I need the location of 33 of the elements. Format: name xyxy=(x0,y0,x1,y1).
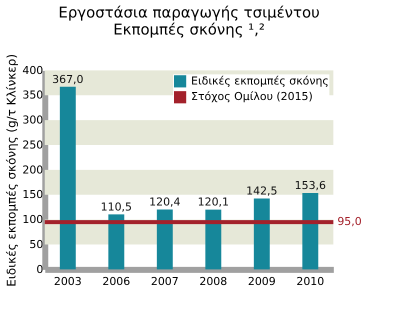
bar xyxy=(205,210,222,270)
y-tick-label: 150 xyxy=(22,188,44,202)
y-tick-label: 400 xyxy=(22,64,44,77)
y-tick-label: 50 xyxy=(29,238,44,251)
x-tick-label: 2003 xyxy=(54,274,82,288)
bar xyxy=(156,209,173,270)
x-tick-label: 2007 xyxy=(150,274,179,288)
y-tick-label: 200 xyxy=(22,163,44,176)
legend-label: Στόχος Ομίλου (2015) xyxy=(191,90,313,104)
y-tick-label: 100 xyxy=(22,213,44,226)
y-tick-label: 0 xyxy=(36,262,44,276)
data-label: 110,5 xyxy=(100,200,132,214)
text: 95,0 xyxy=(337,215,362,228)
bar xyxy=(60,86,76,270)
y-axis-title: Ειδικές εκπομπές σκόνης (g/τ Κλίνκερ) xyxy=(4,54,18,287)
text: Εκπομπές σκόνης ¹,² xyxy=(113,20,265,39)
bar xyxy=(302,192,318,270)
data-label: 120,4 xyxy=(149,196,181,209)
y-tick-label: 250 xyxy=(22,138,44,152)
text: Εργοστάσια παραγωγής τσιμέντου xyxy=(58,4,320,22)
x-tick-label: 2010 xyxy=(296,274,324,288)
x-tick-label: 2008 xyxy=(199,274,228,288)
data-label: 120,1 xyxy=(198,196,229,209)
data-label: 153,6 xyxy=(294,178,326,192)
y-tick-label: 300 xyxy=(22,114,44,127)
data-label: 367,0 xyxy=(52,72,84,86)
y-tick-label: 350 xyxy=(22,88,44,102)
bar xyxy=(108,214,124,270)
data-label: 142,5 xyxy=(246,184,278,198)
legend-label: Ειδικές εκπομπές σκόνης xyxy=(191,74,329,88)
x-tick-label: 2006 xyxy=(102,274,130,288)
x-tick-label: 2009 xyxy=(248,274,276,288)
bar xyxy=(254,198,270,270)
